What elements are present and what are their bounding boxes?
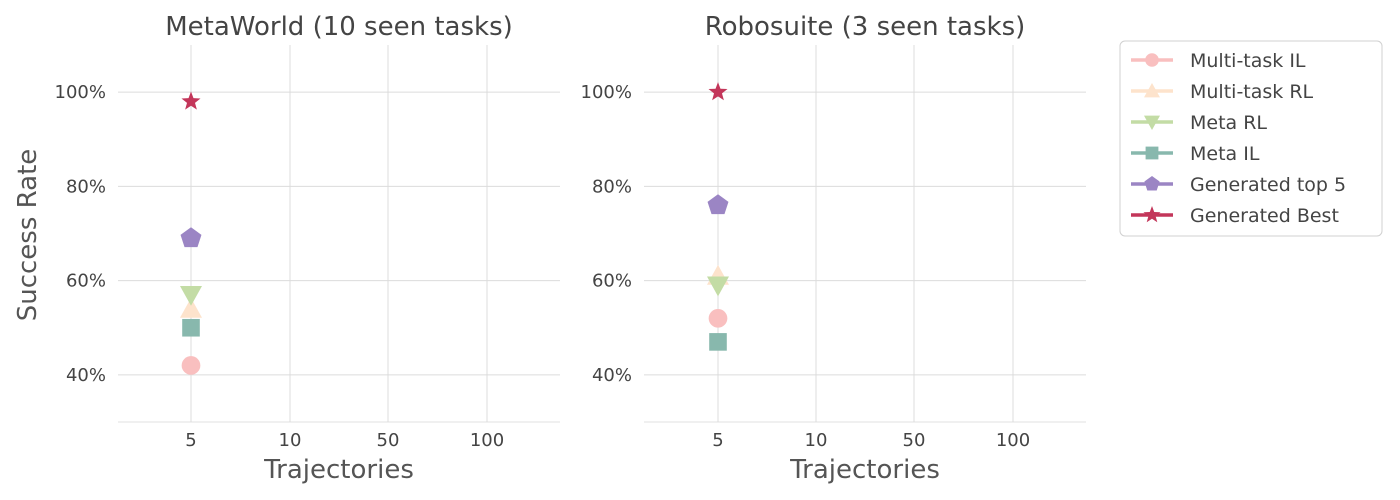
legend-item-meta-il: Meta IL: [1131, 143, 1260, 165]
y-tick-label: 80%: [592, 176, 632, 197]
data-point-generated-best: [181, 91, 201, 110]
legend-item-multi-task-il: Multi-task IL: [1131, 50, 1306, 72]
legend-label: Multi-task IL: [1190, 50, 1306, 72]
gridlines: [644, 45, 1086, 423]
x-tick-label: 50: [903, 430, 926, 451]
chart-title: MetaWorld (10 seen tasks): [165, 12, 513, 42]
data-point-generated-best: [708, 82, 728, 101]
legend-label: Meta RL: [1190, 112, 1267, 134]
chart-panel-robosuite: 40% 60% 80% 100% 5 10 50 100 Robosuite (3 seen …: [581, 12, 1086, 485]
x-tick-label: 100: [996, 430, 1030, 451]
legend-item-multi-task-rl: Multi-task RL: [1131, 81, 1314, 103]
y-tick-label: 100%: [55, 82, 106, 103]
x-tick-label: 10: [805, 430, 828, 451]
legend-label: Generated top 5: [1190, 174, 1346, 196]
data-point-meta-rl: [180, 285, 202, 306]
legend: Multi-task IL Multi-task RL Meta RL Meta IL…: [1119, 40, 1383, 237]
data-points: [707, 82, 729, 351]
x-tick-label: 5: [712, 430, 723, 451]
tick-labels: 40% 60% 80% 100% 5 10 50 100: [55, 82, 505, 451]
data-point-multi-task-rl: [180, 297, 202, 318]
legend-marker-pentagon: [1144, 176, 1160, 191]
tick-labels: 40% 60% 80% 100% 5 10 50 100: [581, 82, 1031, 451]
legend-frame: [1119, 40, 1383, 237]
chart-title: Robosuite (3 seen tasks): [705, 12, 1026, 42]
x-axis-label: Trajectories: [263, 455, 414, 485]
y-tick-label: 60%: [66, 271, 106, 292]
y-axis-label: Success Rate: [13, 149, 43, 322]
data-point-generated-top-5: [707, 194, 729, 215]
x-tick-label: 5: [185, 430, 196, 451]
legend-item-meta-rl: Meta RL: [1131, 112, 1267, 134]
x-tick-label: 10: [279, 430, 302, 451]
x-tick-label: 100: [470, 430, 504, 451]
y-tick-label: 80%: [66, 176, 106, 197]
legend-label: Meta IL: [1190, 143, 1260, 165]
legend-marker-triangle-down: [1144, 115, 1160, 130]
legend-item-generated-best: Generated Best: [1131, 205, 1339, 227]
legend-marker-circle: [1145, 53, 1159, 67]
data-point-meta-rl: [707, 276, 729, 297]
data-point-meta-il: [182, 318, 200, 337]
data-point-generated-top-5: [180, 227, 202, 248]
chart-panel-metaworld: 40% 60% 80% 100% 5 10 50 100 MetaWorld (10 seen…: [13, 12, 560, 485]
y-tick-label: 40%: [592, 365, 632, 386]
legend-marker-triangle-up: [1144, 83, 1160, 98]
x-tick-label: 50: [377, 430, 400, 451]
legend-label: Generated Best: [1190, 205, 1339, 227]
y-tick-label: 40%: [66, 365, 106, 386]
y-tick-label: 100%: [581, 82, 632, 103]
legend-items: Multi-task IL Multi-task RL Meta RL Meta IL…: [1131, 50, 1346, 227]
legend-label: Multi-task RL: [1190, 81, 1314, 103]
legend-marker-star: [1143, 206, 1161, 223]
data-point-multi-task-il: [181, 356, 201, 375]
data-point-multi-task-il: [708, 308, 728, 328]
data-point-meta-il: [709, 333, 727, 351]
legend-item-generated-top-5: Generated top 5: [1131, 174, 1346, 196]
x-axis-label: Trajectories: [789, 455, 940, 485]
legend-marker-square: [1145, 146, 1159, 160]
y-tick-label: 60%: [592, 271, 632, 292]
data-points: [180, 91, 202, 375]
